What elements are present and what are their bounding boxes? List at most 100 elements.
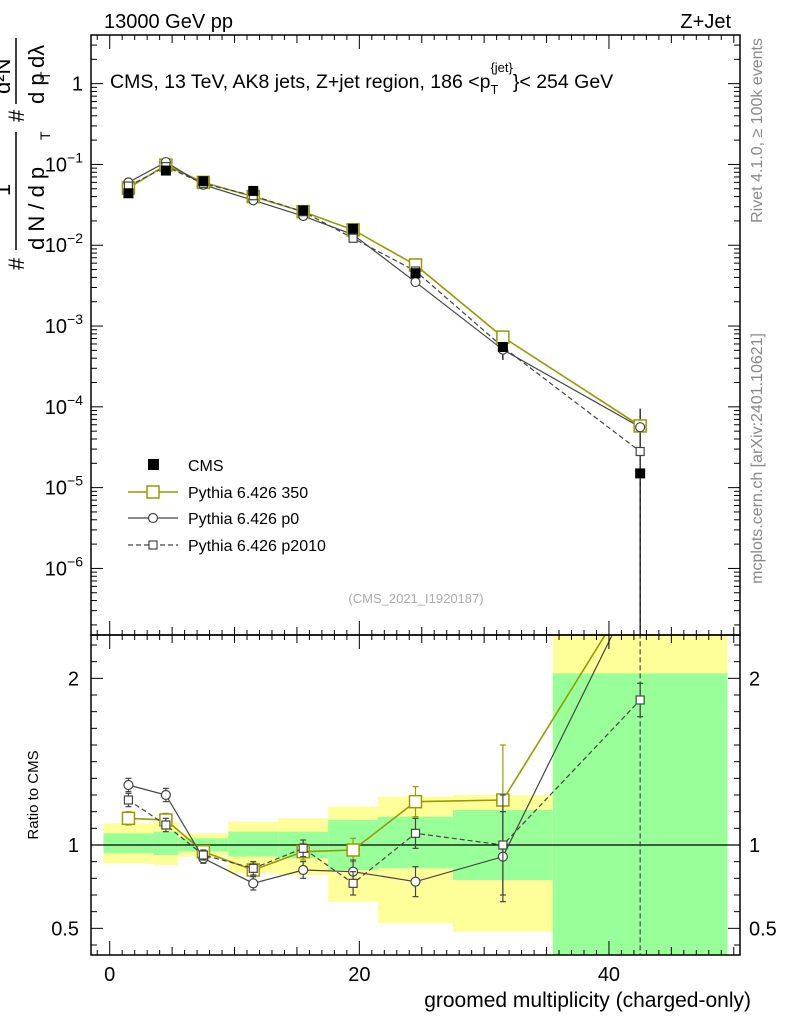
ratio-point-big-square-solid-6	[408, 794, 423, 809]
ratio-ytick-label-left-2: 2	[68, 668, 79, 690]
cms-point-5	[348, 223, 359, 234]
cms-point-8	[635, 468, 646, 479]
xtick-label-0: 0	[104, 964, 115, 986]
ratio-point-small-square-dashed-8	[635, 695, 645, 705]
main-ytick-label-6: 10−6	[45, 553, 83, 580]
ylabel-sub-1: T	[37, 131, 53, 140]
ratio-point-circle-solid-6	[410, 876, 421, 887]
cms-point-6	[410, 268, 421, 279]
ratio-point-small-square-dashed-6	[410, 828, 421, 838]
ratio-ytick-label-right-1: 1	[749, 835, 760, 857]
main-ytick-label-exp-4: −4	[67, 392, 83, 408]
main-ylabel: # 1 d N / d p T # d²N d p T dλ	[0, 38, 53, 270]
xtick-label-1: 20	[348, 964, 370, 986]
ratio-point-circle-solid-3	[248, 878, 259, 889]
analysis-id: (CMS_2021_I1920187)	[348, 591, 483, 606]
main-ytick-label-5: 10−5	[45, 473, 83, 500]
title-prefix: CMS, 13 TeV, AK8 jets, Z+jet region, 186…	[110, 71, 491, 93]
ratio-ytick-label-left-0: 0.5	[51, 918, 79, 940]
main-point-circle-solid-6	[410, 276, 421, 288]
main-ytick-label-4: 10−4	[45, 392, 83, 419]
cms-point-4	[298, 205, 309, 216]
ratio-ylabel: Ratio to CMS	[25, 750, 42, 839]
series-markers	[121, 156, 647, 635]
cms-point-1	[160, 165, 171, 176]
tick-labels: 110−110−210−310−410−510−60.5 0.51 12 20 20 40	[45, 74, 777, 986]
cms-point-7	[497, 342, 508, 353]
ratio-point-big-square-solid-0	[121, 811, 136, 826]
header-left: 13000 GeV pp	[104, 11, 233, 33]
ratio-ytick-label-right-0: 0.5	[749, 918, 777, 940]
main-point-small-square-dashed-5	[348, 233, 358, 243]
legend-label-p0: Pythia 6.426 p0	[188, 511, 299, 528]
cms-point-3	[248, 185, 259, 196]
ratio-curves	[121, 635, 645, 903]
main-ytick-label-base-1: 10	[45, 154, 67, 176]
main-ytick-label-2: 10−2	[45, 230, 83, 257]
main-ytick-label-base-5: 10	[45, 478, 67, 500]
ratio-band-green-0	[103, 833, 154, 854]
xlabel: groomed multiplicity (charged-only)	[424, 989, 751, 1012]
main-ytick-label-base-4: 10	[45, 397, 67, 419]
main-ytick-label-exp-5: −5	[67, 473, 83, 489]
ratio-point-small-square-dashed-5	[348, 878, 358, 888]
ratio-point-big-square-solid-5	[346, 843, 360, 857]
ratio-point-small-square-dashed-7	[498, 840, 508, 850]
cms-point-2	[198, 176, 209, 187]
main-ytick-label-exp-6: −6	[67, 553, 83, 569]
chart-title: CMS, 13 TeV, AK8 jets, Z+jet region, 186…	[110, 60, 613, 97]
title-sub: T	[491, 82, 499, 97]
ylabel-den1: d N / d p	[24, 167, 49, 250]
ratio-point-small-square-dashed-0	[123, 795, 134, 805]
ratio-band-green-1	[153, 831, 179, 855]
legend: CMS Pythia 6.426 350 Pythia 6.426 p0 Pyt…	[128, 458, 326, 555]
ratio-point-small-square-dashed-1	[161, 820, 171, 830]
legend-marker-p2010	[148, 540, 158, 550]
main-ytick-label-base-3: 10	[45, 316, 67, 338]
main-ytick-label-exp-1: −1	[67, 149, 83, 165]
legend-marker-cms	[148, 459, 159, 470]
main-ytick-label-exp-3: −3	[67, 311, 83, 327]
legend-marker-p0	[147, 512, 159, 524]
ratio-band-green-3	[228, 831, 279, 857]
cms-point-0	[123, 188, 134, 199]
main-ytick-label-0: 1	[72, 74, 83, 96]
axes	[90, 34, 741, 956]
header-right: Z+Jet	[680, 11, 731, 33]
ratio-point-circle-solid-1	[160, 789, 171, 801]
legend-label-cms: CMS	[188, 458, 224, 475]
ratio-point-small-square-dashed-4	[298, 843, 308, 853]
ratio-point-circle-solid-0	[123, 779, 134, 791]
legend-label-p2010: Pythia 6.426 p2010	[188, 538, 326, 555]
rivet-version-label: Rivet 4.1.0, ≥ 100k events	[749, 38, 766, 223]
main-ytick-label-base-2: 10	[45, 235, 67, 257]
series-curves	[121, 161, 645, 955]
main-point-big-square-solid-7	[496, 330, 510, 344]
ylabel-hash-2: #	[4, 109, 29, 122]
legend-marker-350	[146, 485, 160, 499]
legend-label-350: Pythia 6.426 350	[188, 485, 308, 502]
ylabel-den2: d p	[24, 73, 49, 104]
ratio-point-small-square-dashed-3	[248, 863, 258, 873]
title-sup: {jet}	[490, 60, 513, 75]
main-ytick-label-base-6: 10	[45, 558, 67, 580]
main-ytick-label-3: 10−3	[45, 311, 83, 338]
ylabel-num2: d²N	[0, 59, 15, 94]
ylabel-num1: 1	[0, 184, 15, 196]
main-point-circle-solid-8	[635, 422, 646, 433]
ylabel-sub-2: T	[37, 71, 53, 80]
ratio-ytick-label-left-1: 1	[68, 835, 79, 857]
main-ytick-label-exp-2: −2	[67, 230, 83, 246]
main-ytick-label-base-0: 1	[72, 74, 83, 96]
main-ytick-label-1: 10−1	[45, 149, 83, 176]
ylabel-den2b: dλ	[24, 45, 49, 68]
mcplots-label: mcplots.cern.ch [arXiv:2401.10621]	[749, 333, 766, 584]
main-point-small-square-dashed-8	[635, 446, 645, 457]
ratio-point-small-square-dashed-2	[198, 850, 208, 860]
ylabel-hash-1: #	[4, 257, 29, 270]
ratio-point-circle-solid-4	[298, 864, 309, 876]
title-suffix: }< 254 GeV	[513, 71, 613, 93]
xtick-label-2: 40	[598, 964, 620, 986]
ratio-ytick-label-right-2: 2	[749, 668, 760, 690]
